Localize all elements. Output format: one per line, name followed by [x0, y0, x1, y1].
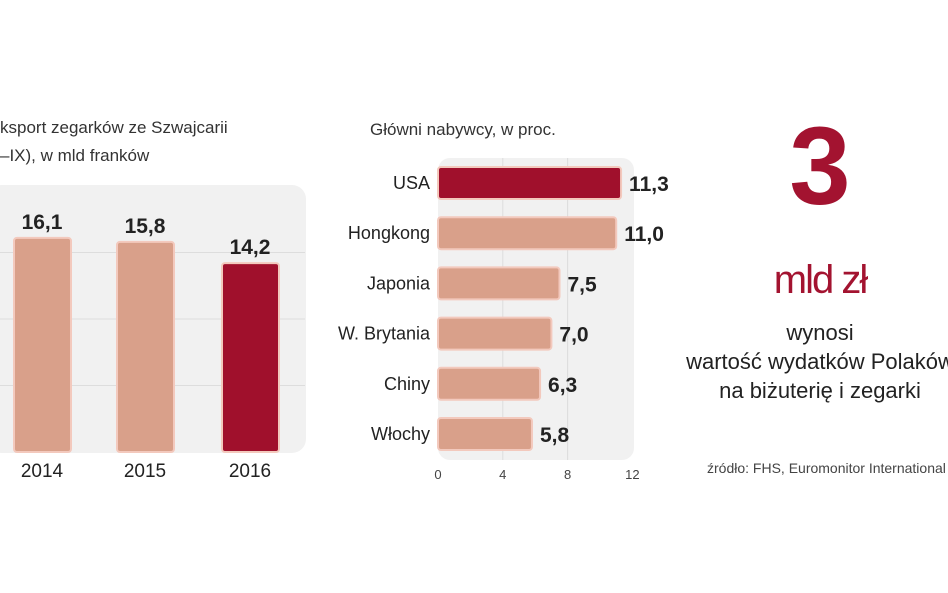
- callout-line: wynosi: [786, 320, 854, 345]
- value-label: 15,8: [125, 215, 166, 238]
- value-label: 11,0: [624, 223, 664, 246]
- left-chart-subtitle: –IX), w mld franków: [0, 146, 150, 165]
- category-label: 2015: [124, 461, 166, 482]
- callout-number: 3: [789, 105, 851, 228]
- x-tick-label: 4: [499, 467, 506, 482]
- bar-USA: [437, 166, 623, 200]
- category-label: Hongkong: [348, 223, 430, 243]
- category-label: 2016: [229, 461, 271, 482]
- callout-description: wynosi wartość wydatków Polaków na biżut…: [660, 318, 948, 405]
- callout-line: na biżuterię i zegarki: [719, 378, 921, 403]
- x-tick-label: 0: [434, 467, 441, 482]
- source-note: źródło: FHS, Euromonitor International: [707, 460, 946, 476]
- category-label: Japonia: [367, 273, 431, 293]
- right-chart-panel: [438, 158, 634, 460]
- value-label: 14,2: [230, 236, 271, 259]
- bar-Japonia: [437, 266, 561, 301]
- bar-Włochy: [437, 417, 533, 451]
- bar-W. Brytania: [437, 316, 553, 351]
- bar-2015: [116, 240, 175, 453]
- bar-2014: [13, 236, 72, 453]
- category-label: 2014: [21, 461, 64, 482]
- category-label: USA: [393, 173, 430, 193]
- value-label: 16,1: [22, 211, 63, 234]
- x-tick-label: 12: [625, 467, 639, 482]
- value-label: 7,0: [559, 324, 588, 347]
- bar-2016: [221, 262, 280, 454]
- category-label: W. Brytania: [338, 324, 431, 344]
- value-label: 6,3: [548, 374, 577, 397]
- x-tick-label: 8: [564, 467, 571, 482]
- value-label: 5,8: [540, 424, 570, 447]
- bar-Chiny: [437, 366, 542, 401]
- callout-line: wartość wydatków Polaków: [686, 349, 948, 374]
- category-label: Chiny: [384, 374, 430, 394]
- value-label: 7,5: [568, 273, 598, 296]
- category-label: Włochy: [371, 424, 430, 444]
- left-chart-title: ksport zegarków ze Szwajcarii: [0, 118, 228, 137]
- right-chart-title: Główni nabywcy, w proc.: [370, 120, 556, 139]
- bar-Hongkong: [437, 216, 618, 251]
- callout-unit: mld zł: [773, 258, 868, 302]
- value-label: 11,3: [629, 173, 669, 196]
